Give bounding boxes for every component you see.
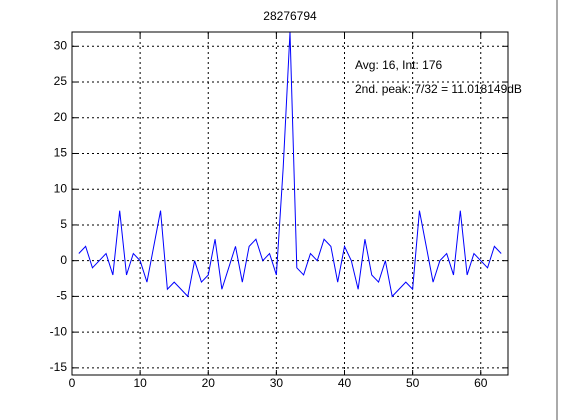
chart-title: 28276794	[263, 9, 317, 23]
annotation: Avg: 16, Int: 176	[355, 58, 443, 72]
y-tick-label: -5	[56, 289, 67, 303]
plot-frame	[71, 31, 509, 376]
x-tick-label: 20	[202, 376, 216, 390]
x-tick-label: 0	[69, 376, 76, 390]
y-tick-label: 10	[54, 181, 68, 195]
y-tick-label: 0	[60, 253, 67, 267]
y-tick-label: 30	[54, 38, 68, 52]
x-tick-label: 30	[270, 376, 284, 390]
y-tick-label: -15	[50, 360, 68, 374]
y-tick-label: 15	[54, 146, 68, 160]
y-tick-label: 25	[54, 74, 68, 88]
y-tick-label: 5	[60, 217, 67, 231]
annotation: 2nd. peak: 7/32 = 11.018149dB	[355, 82, 522, 96]
y-tick-label: 20	[54, 110, 68, 124]
y-tick-label: -10	[50, 324, 68, 338]
x-tick-label: 60	[474, 376, 488, 390]
x-tick-label: 50	[406, 376, 420, 390]
x-tick-label: 10	[133, 376, 147, 390]
x-tick-label: 40	[338, 376, 352, 390]
